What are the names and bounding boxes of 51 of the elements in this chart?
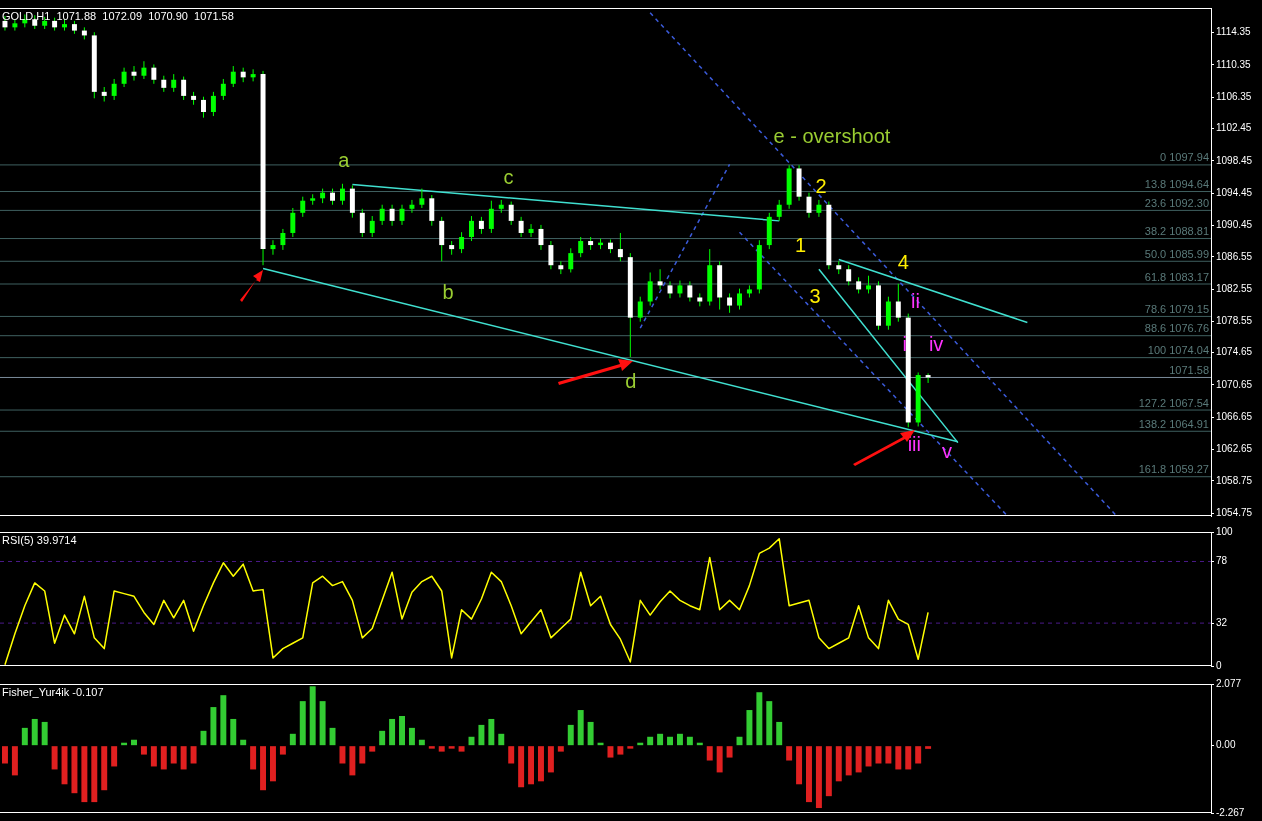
y-tick-label: 1070.65 — [1216, 378, 1253, 390]
annotation: 3 — [809, 284, 821, 307]
ref-line-label: 88.6 1076.76 — [1144, 322, 1209, 335]
annotation: 4 — [897, 250, 909, 273]
annotation: ii — [911, 289, 920, 312]
ref-line-label: 1071.58 — [1169, 364, 1209, 376]
chart-title: Fisher_Yur4ik -0.107 — [2, 685, 104, 698]
ref-line-label: 38.2 1088.81 — [1144, 225, 1209, 238]
chart-title: GOLD,H1 1071.88 1072.09 1070.90 1071.58 — [2, 9, 234, 22]
y-tick-label: 1110.35 — [1216, 58, 1252, 70]
y-tick-label: 1098.45 — [1216, 154, 1253, 166]
y-tick-label: 2.077 — [1216, 677, 1242, 689]
annotation: i — [902, 333, 907, 356]
y-tick-label: 1058.75 — [1216, 474, 1253, 486]
ref-line-label: 161.8 1059.27 — [1138, 463, 1209, 476]
annotation: 1 — [794, 233, 807, 256]
ref-line-label: 61.8 1083.17 — [1144, 270, 1209, 283]
ref-line-label: 127.2 1067.54 — [1138, 396, 1209, 409]
y-tick-label: 1106.35 — [1216, 90, 1252, 102]
y-tick-label: 78 — [1216, 555, 1228, 567]
annotation: c — [503, 165, 514, 188]
annotation: e - overshoot — [773, 125, 891, 148]
y-tick-label: 32 — [1216, 616, 1228, 628]
y-tick-label: 1094.45 — [1216, 186, 1253, 198]
y-tick-label: 1102.45 — [1216, 122, 1252, 134]
y-tick-label: -2.267 — [1216, 806, 1245, 818]
y-tick-label: 1114.35 — [1216, 26, 1252, 38]
y-tick-label: 1062.65 — [1216, 443, 1253, 455]
annotation: iv — [928, 333, 944, 356]
chart-title: RSI(5) 39.9714 — [2, 533, 77, 546]
ref-line-label: 50.0 1085.99 — [1144, 247, 1209, 260]
y-tick-label: 0 — [1216, 659, 1222, 671]
ref-line-label: 100 1074.04 — [1147, 344, 1209, 357]
ref-line-label: 78.6 1079.15 — [1144, 302, 1209, 315]
y-tick-label: 100 — [1216, 525, 1234, 537]
y-tick-label: 1086.55 — [1216, 250, 1253, 262]
ref-line-label: 138.2 1064.91 — [1138, 417, 1209, 430]
annotation: 2 — [815, 175, 827, 198]
y-tick-label: 0.00 — [1216, 739, 1236, 751]
y-tick-label: 1078.55 — [1216, 315, 1253, 327]
y-tick-label: 1082.55 — [1216, 282, 1253, 294]
ref-line-label: 0 1097.94 — [1160, 151, 1209, 164]
y-tick-label: 1066.65 — [1216, 410, 1253, 422]
ref-line-label: 23.6 1092.30 — [1144, 196, 1209, 209]
annotation: iii — [907, 433, 921, 456]
annotation: b — [442, 280, 454, 303]
y-tick-label: 1074.65 — [1216, 346, 1253, 358]
annotation: a — [338, 149, 351, 172]
y-tick-label: 1054.75 — [1216, 506, 1253, 518]
ref-line-label: 13.8 1094.64 — [1144, 178, 1209, 191]
y-tick-label: 1090.45 — [1216, 219, 1253, 231]
